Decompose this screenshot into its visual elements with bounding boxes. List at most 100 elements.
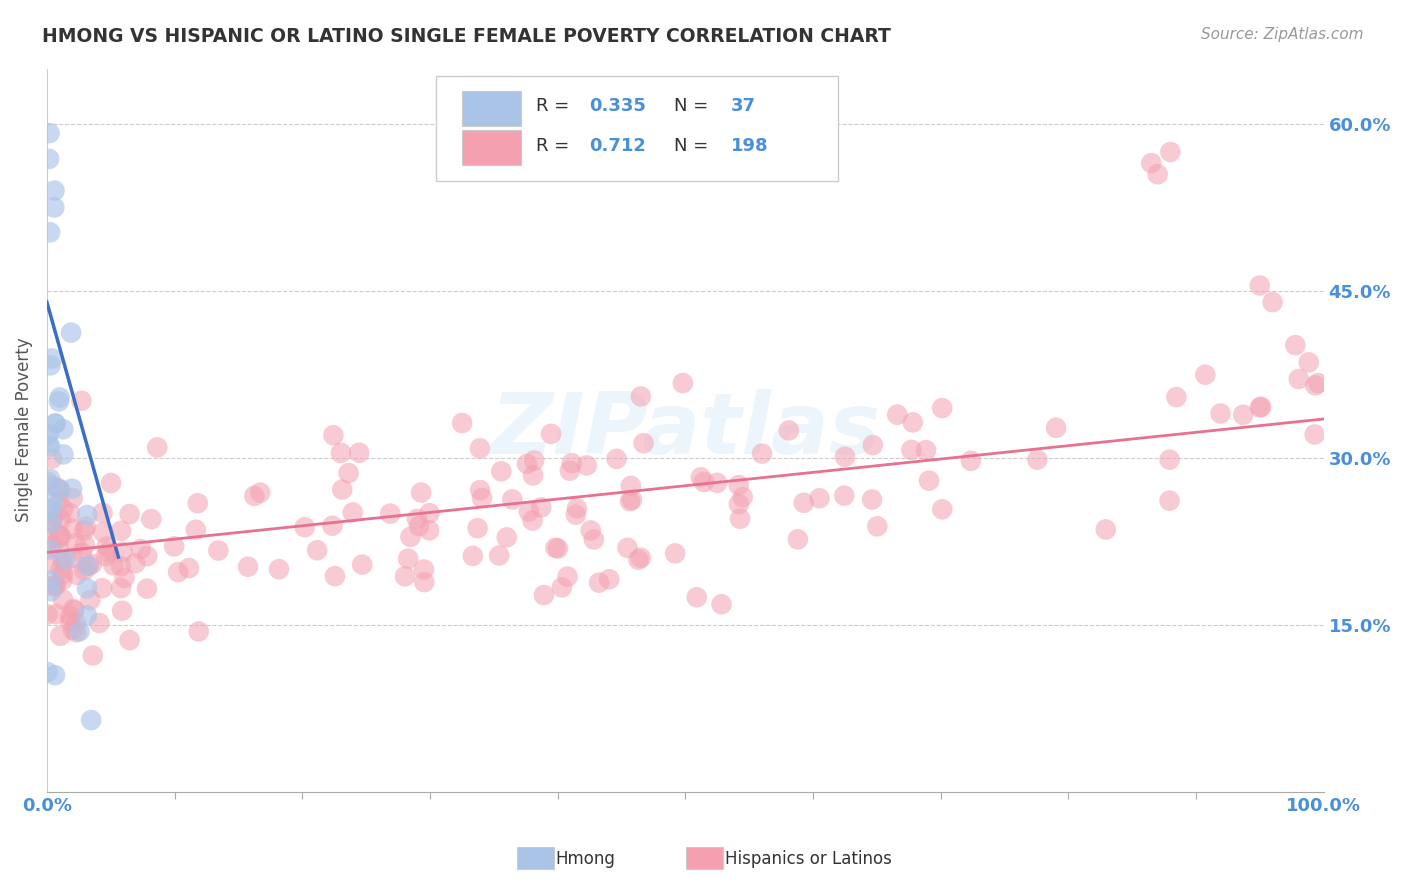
Point	[49, 629, 72, 643]
Point	[523, 453, 546, 467]
Point	[630, 550, 652, 565]
Point	[1298, 355, 1320, 369]
Point	[59, 609, 82, 624]
Point	[495, 530, 517, 544]
Point	[1094, 523, 1116, 537]
Point	[575, 458, 598, 473]
Point	[1159, 145, 1181, 159]
Text: ZIPatlas: ZIPatlas	[491, 389, 880, 472]
Point	[97, 545, 120, 559]
Point	[522, 514, 544, 528]
Point	[41, 351, 63, 366]
Point	[1303, 378, 1326, 392]
FancyBboxPatch shape	[461, 130, 520, 165]
Point	[65, 615, 87, 630]
Point	[931, 401, 953, 415]
Point	[110, 581, 132, 595]
Point	[39, 439, 62, 453]
Point	[41, 579, 63, 593]
Point	[706, 475, 728, 490]
Point	[48, 494, 70, 508]
Point	[91, 525, 114, 540]
Point	[693, 475, 716, 489]
Point	[664, 546, 686, 560]
Point	[96, 540, 118, 554]
Point	[77, 558, 100, 573]
Point	[76, 582, 98, 596]
Point	[146, 441, 169, 455]
Point	[41, 494, 63, 508]
Point	[75, 519, 97, 533]
Point	[579, 524, 602, 538]
Point	[136, 549, 159, 563]
Text: Source: ZipAtlas.com: Source: ZipAtlas.com	[1201, 27, 1364, 42]
Point	[249, 485, 271, 500]
FancyBboxPatch shape	[436, 76, 838, 180]
Point	[533, 588, 555, 602]
Text: Hispanics or Latinos: Hispanics or Latinos	[725, 850, 893, 868]
Point	[1146, 167, 1168, 181]
Point	[931, 502, 953, 516]
Point	[342, 506, 364, 520]
Point	[1140, 156, 1163, 170]
Point	[619, 494, 641, 508]
Point	[41, 574, 63, 588]
Point	[1303, 427, 1326, 442]
Text: N =: N =	[673, 97, 714, 115]
Point	[1159, 493, 1181, 508]
Point	[111, 545, 134, 559]
Point	[808, 491, 831, 506]
Point	[565, 501, 588, 516]
Point	[686, 591, 709, 605]
Point	[89, 615, 111, 630]
Point	[1250, 400, 1272, 414]
Y-axis label: Single Female Poverty: Single Female Poverty	[15, 338, 32, 523]
Point	[80, 713, 103, 727]
Point	[65, 625, 87, 640]
Point	[540, 426, 562, 441]
Point	[141, 512, 163, 526]
Point	[103, 558, 125, 573]
Point	[187, 624, 209, 639]
Point	[1159, 452, 1181, 467]
Point	[598, 572, 620, 586]
Text: 0.712: 0.712	[589, 136, 647, 155]
Text: HMONG VS HISPANIC OR LATINO SINGLE FEMALE POVERTY CORRELATION CHART: HMONG VS HISPANIC OR LATINO SINGLE FEMAL…	[42, 27, 891, 45]
Point	[44, 201, 66, 215]
Point	[73, 524, 96, 538]
Point	[51, 573, 73, 587]
Point	[65, 536, 87, 550]
Point	[118, 633, 141, 648]
Point	[1045, 421, 1067, 435]
Point	[347, 446, 370, 460]
Point	[544, 541, 567, 555]
Point	[1284, 338, 1306, 352]
Point	[48, 483, 70, 497]
Point	[1232, 408, 1254, 422]
Point	[46, 481, 69, 495]
Text: 37: 37	[731, 97, 756, 115]
Point	[49, 512, 72, 526]
Point	[1166, 390, 1188, 404]
Point	[418, 506, 440, 520]
Point	[62, 491, 84, 505]
Point	[163, 540, 186, 554]
Point	[41, 558, 63, 572]
Point	[73, 538, 96, 552]
Point	[620, 479, 643, 493]
Point	[588, 575, 610, 590]
Point	[73, 563, 96, 577]
Point	[76, 558, 98, 573]
Point	[62, 522, 84, 536]
Point	[451, 416, 474, 430]
Point	[37, 607, 59, 622]
Point	[866, 519, 889, 533]
Point	[337, 466, 360, 480]
Point	[551, 581, 574, 595]
Point	[413, 575, 436, 590]
Point	[557, 569, 579, 583]
Point	[48, 532, 70, 546]
Point	[558, 464, 581, 478]
Point	[94, 549, 117, 564]
Point	[330, 446, 353, 460]
